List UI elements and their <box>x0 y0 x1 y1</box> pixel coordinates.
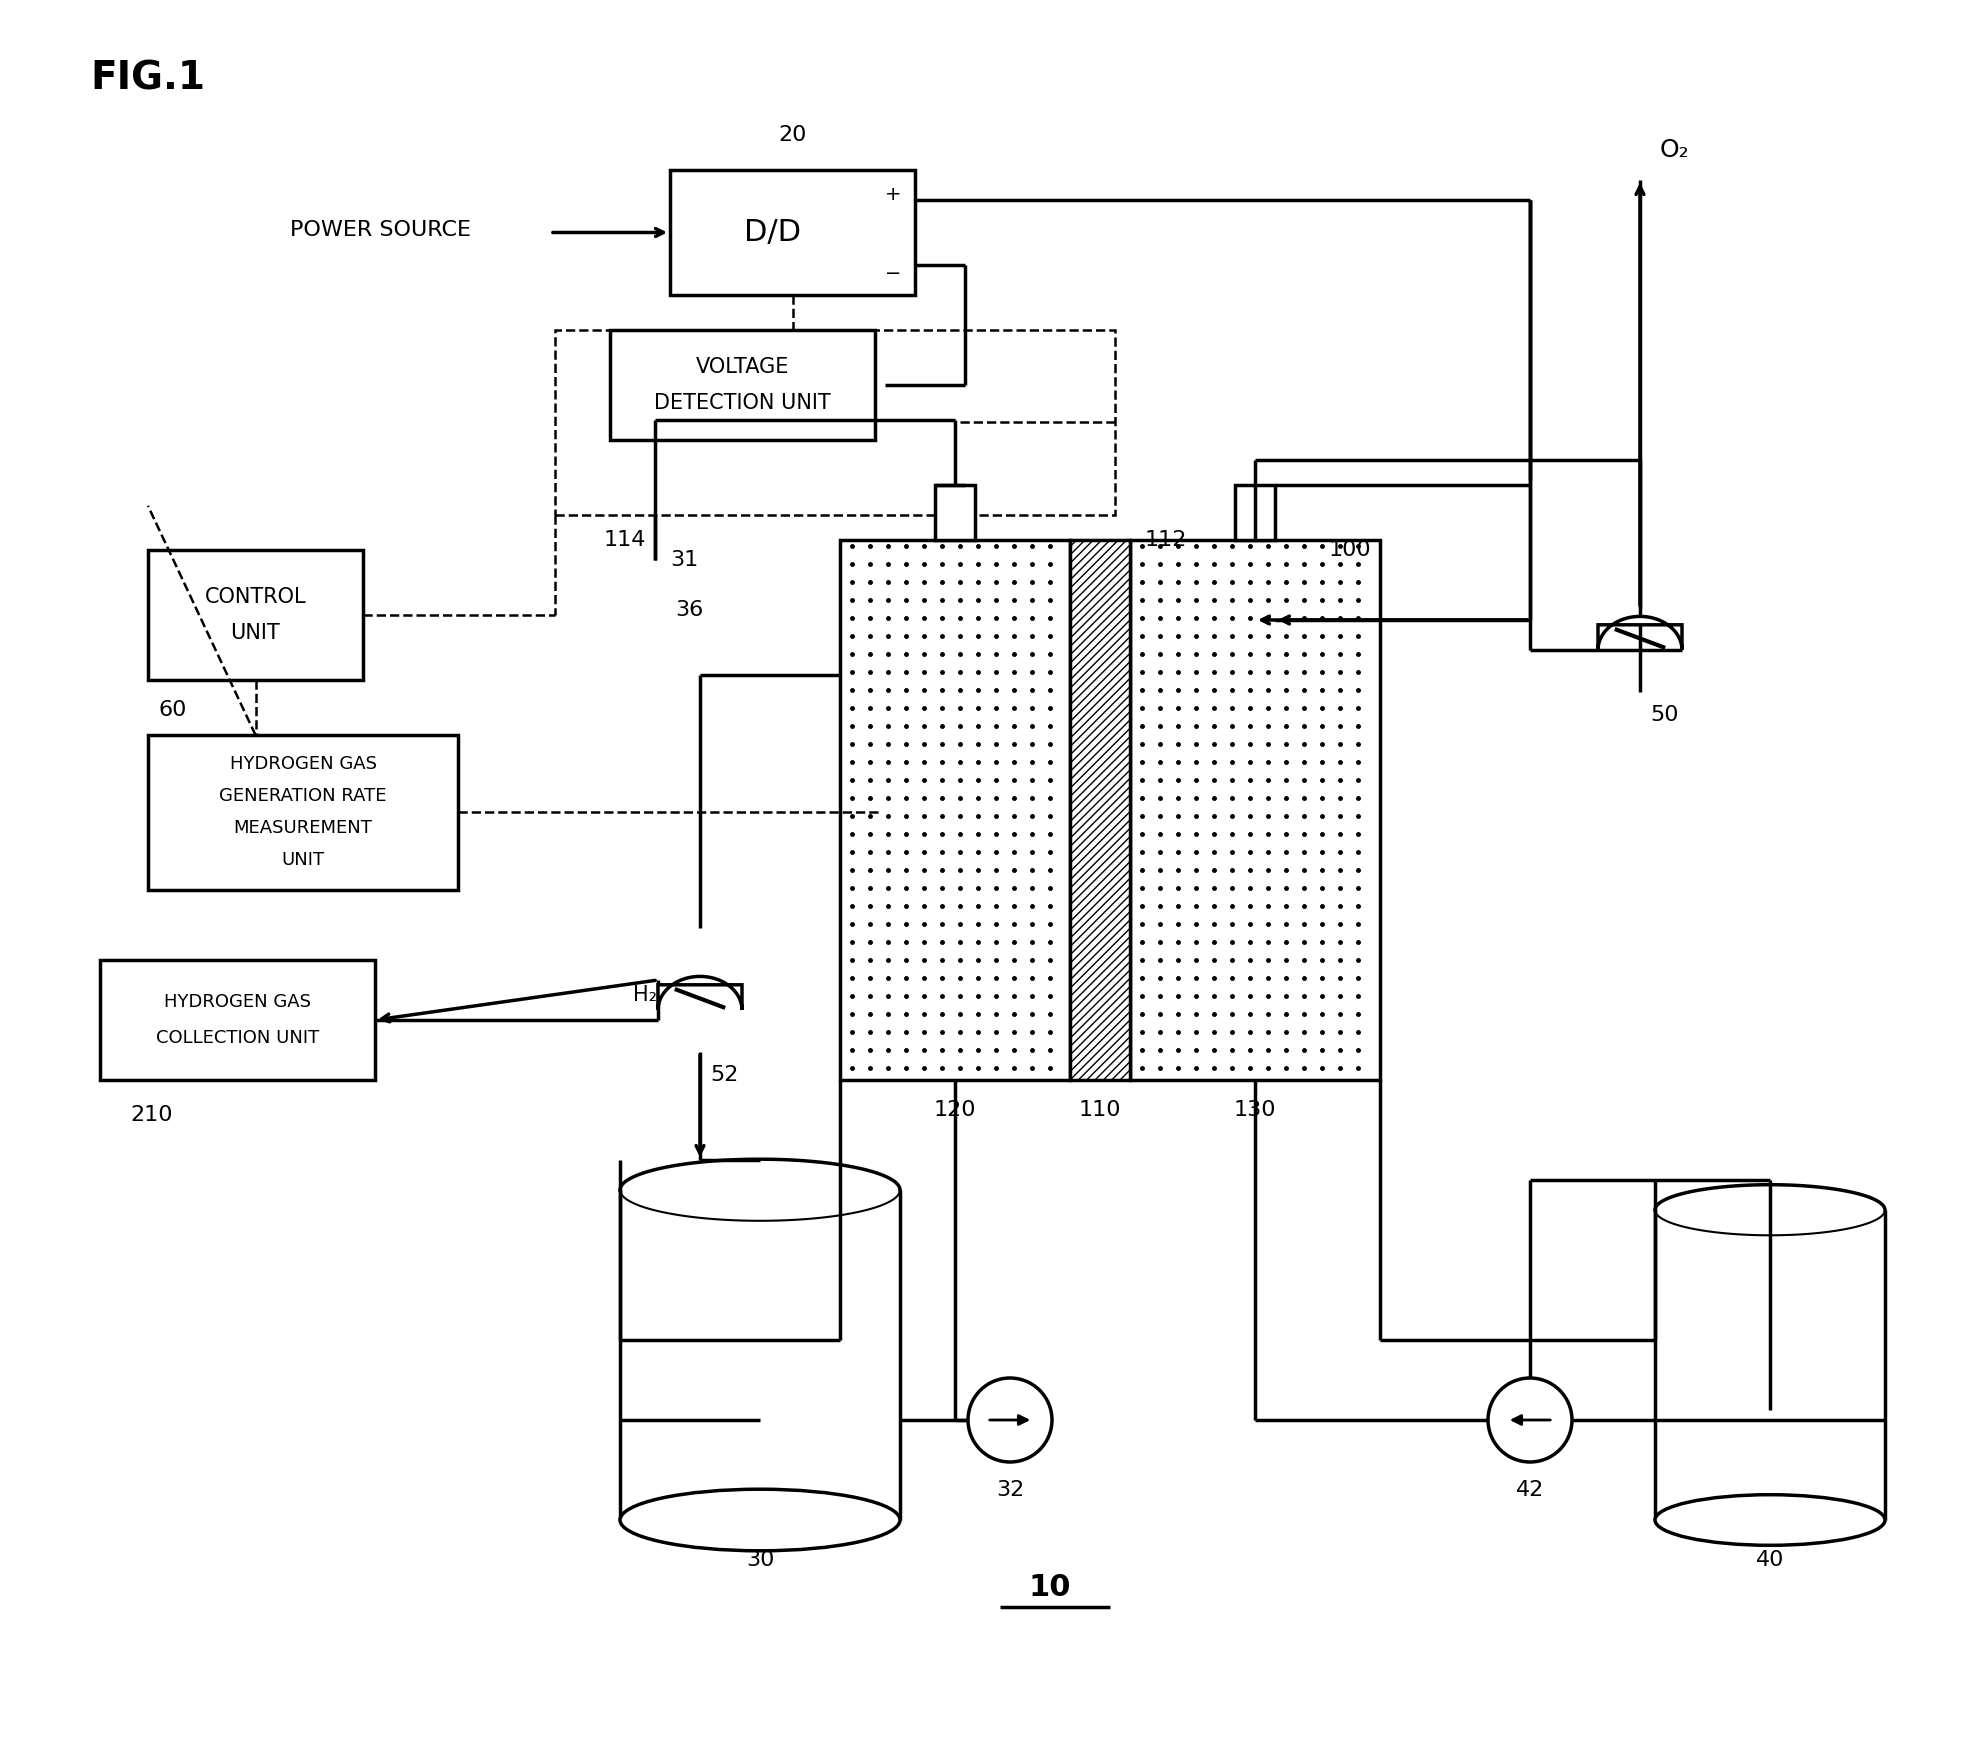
Polygon shape <box>658 977 741 1010</box>
Text: HYDROGEN GAS: HYDROGEN GAS <box>165 993 312 1010</box>
Text: 100: 100 <box>1329 540 1371 559</box>
Text: D/D: D/D <box>745 218 801 247</box>
Bar <box>1071 540 1131 1080</box>
Text: 20: 20 <box>779 125 807 145</box>
Bar <box>610 329 874 441</box>
Text: O₂: O₂ <box>1659 138 1689 162</box>
Text: GENERATION RATE: GENERATION RATE <box>219 787 387 805</box>
Bar <box>147 735 457 890</box>
Text: 114: 114 <box>604 530 646 550</box>
Text: UNIT: UNIT <box>230 624 280 643</box>
Ellipse shape <box>1655 1495 1886 1545</box>
Text: −: − <box>884 263 902 282</box>
Text: MEASUREMENT: MEASUREMENT <box>234 819 372 838</box>
Text: UNIT: UNIT <box>282 852 324 869</box>
Text: 42: 42 <box>1516 1481 1544 1500</box>
Circle shape <box>1488 1378 1572 1462</box>
Bar <box>1071 540 1131 1080</box>
Text: 10: 10 <box>1029 1573 1071 1601</box>
Text: 112: 112 <box>1145 530 1188 550</box>
Bar <box>99 960 376 1080</box>
Text: DETECTION UNIT: DETECTION UNIT <box>654 394 831 413</box>
Text: 120: 120 <box>934 1099 976 1120</box>
Text: 31: 31 <box>670 550 697 570</box>
Text: 110: 110 <box>1079 1099 1121 1120</box>
Ellipse shape <box>620 1489 900 1550</box>
Text: HYDROGEN GAS: HYDROGEN GAS <box>230 756 376 773</box>
Text: VOLTAGE: VOLTAGE <box>695 357 789 376</box>
Bar <box>670 171 914 294</box>
Text: COLLECTION UNIT: COLLECTION UNIT <box>155 1030 320 1047</box>
Polygon shape <box>1598 617 1683 650</box>
Text: +: + <box>884 185 902 204</box>
Text: POWER SOURCE: POWER SOURCE <box>290 221 471 240</box>
Text: 50: 50 <box>1649 706 1679 725</box>
Bar <box>554 329 1115 516</box>
Text: FIG.1: FIG.1 <box>89 59 205 98</box>
Text: 36: 36 <box>676 599 703 620</box>
Text: H₂: H₂ <box>634 984 658 1005</box>
Text: 40: 40 <box>1757 1550 1784 1570</box>
Text: 30: 30 <box>745 1550 775 1570</box>
Text: 52: 52 <box>709 1064 739 1085</box>
Text: 210: 210 <box>129 1104 173 1125</box>
Text: 32: 32 <box>995 1481 1023 1500</box>
Bar <box>936 484 976 540</box>
Circle shape <box>968 1378 1051 1462</box>
Bar <box>1131 540 1381 1080</box>
Text: CONTROL: CONTROL <box>205 587 306 606</box>
Bar <box>147 550 364 679</box>
Bar <box>1236 484 1276 540</box>
Text: 130: 130 <box>1234 1099 1276 1120</box>
Text: 60: 60 <box>159 700 187 719</box>
Bar <box>841 540 1071 1080</box>
